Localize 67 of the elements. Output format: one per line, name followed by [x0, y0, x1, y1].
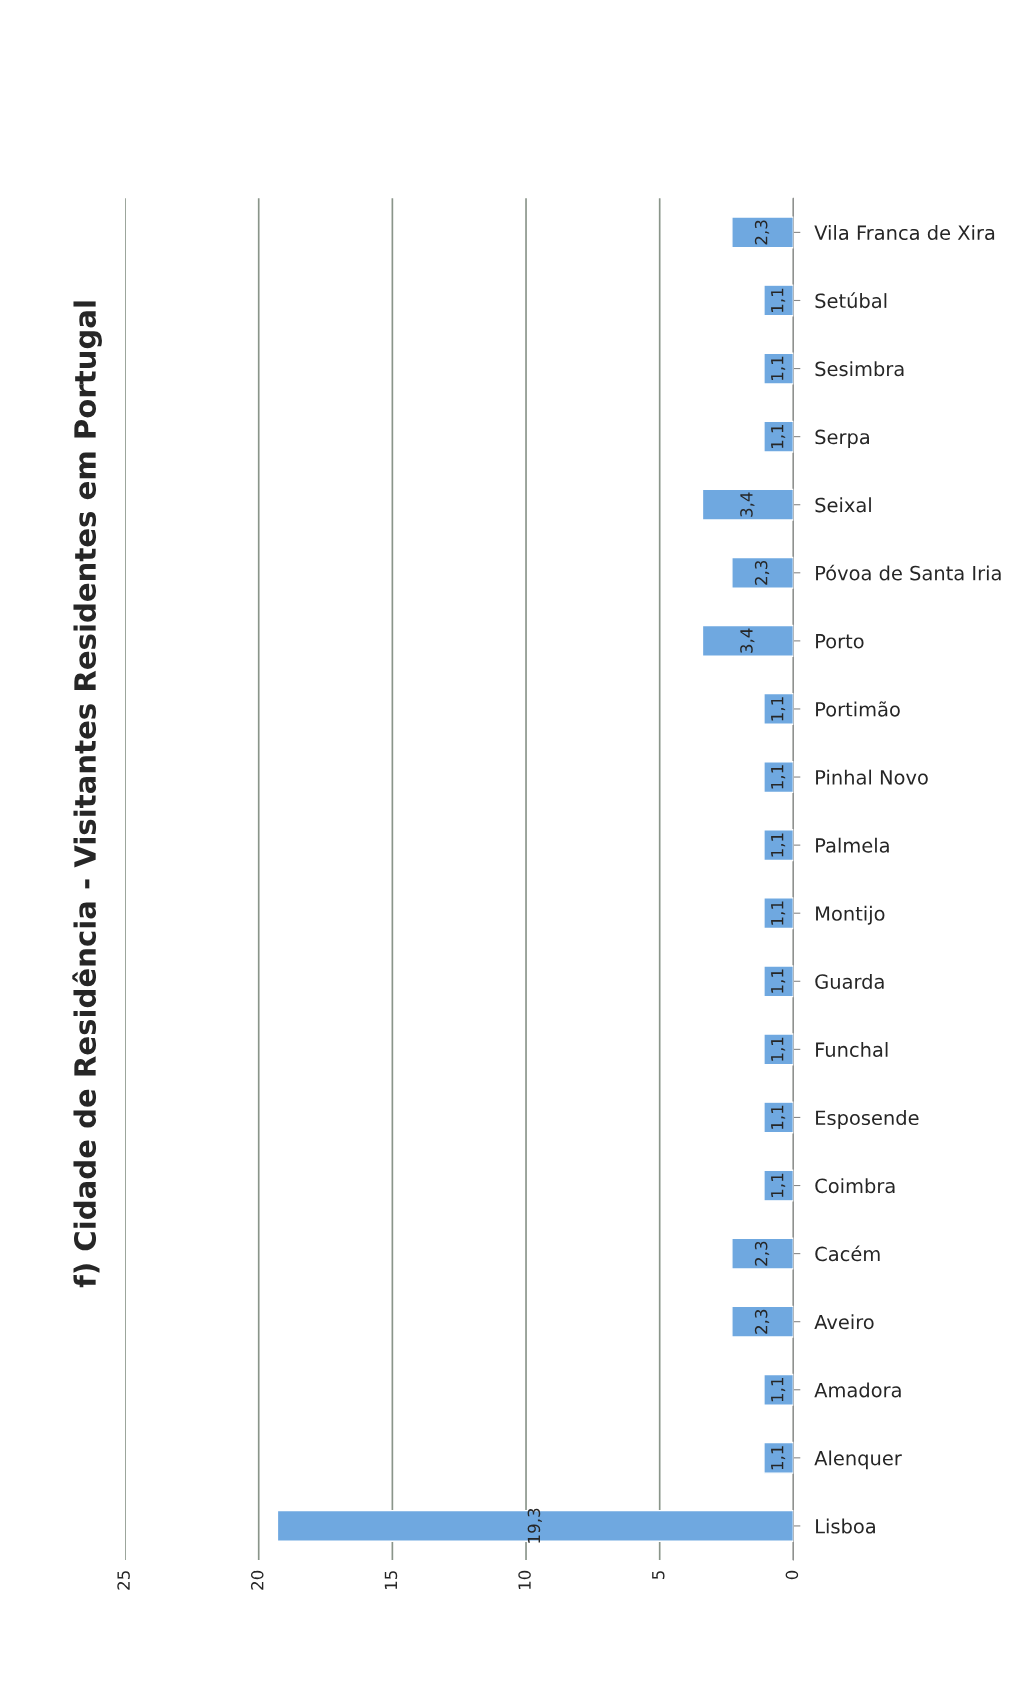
- y-tick-label: Sesimbra: [815, 361, 904, 377]
- data-label: 1,1: [771, 833, 786, 857]
- data-label: 1,1: [771, 901, 786, 925]
- bar: [731, 556, 794, 589]
- bar: [276, 1509, 794, 1542]
- x-tick-label: 0: [785, 1570, 799, 1580]
- y-tick-label: Vila Franca de Xira: [814, 225, 995, 241]
- bar: [763, 1373, 794, 1406]
- bar: [701, 624, 794, 657]
- bar: [763, 965, 794, 998]
- x-tick-label: 10: [518, 1570, 531, 1590]
- bar: [763, 829, 794, 862]
- y-tick-label: Porto: [816, 634, 864, 649]
- data-label: 2,3: [754, 220, 770, 245]
- y-tick-label: Serpa: [815, 429, 869, 449]
- bar: [763, 692, 794, 725]
- bar: [763, 897, 794, 930]
- y-tick-label: Palmela: [816, 837, 889, 853]
- bar: [763, 1169, 794, 1202]
- data-label: 1,1: [771, 424, 786, 449]
- data-label: 2,3: [754, 1309, 770, 1334]
- x-tick-label: 5: [652, 1571, 665, 1580]
- data-label: 2,3: [754, 560, 770, 585]
- y-tick-label: Esposende: [816, 1110, 919, 1129]
- x-tick-label: 15: [384, 1571, 398, 1590]
- bar: [763, 420, 794, 453]
- bar: [731, 216, 794, 249]
- data-label: 1,1: [771, 765, 786, 789]
- y-tick-label: Setúbal: [815, 292, 887, 309]
- y-tick-label: Guarda: [815, 973, 884, 989]
- y-tick-label: Aveiro: [814, 1314, 874, 1330]
- y-tick-label: Montijo: [816, 905, 885, 925]
- x-tick-label: 25: [117, 1571, 130, 1590]
- y-tick-label: Póvoa de Santa Iria: [816, 564, 1001, 581]
- data-label: 3,4: [740, 492, 755, 517]
- data-label: 1,1: [771, 1378, 786, 1402]
- bar: [763, 352, 794, 385]
- data-label: 1,1: [771, 1037, 786, 1061]
- data-label: 1,1: [771, 697, 786, 721]
- data-label: 1,1: [771, 1105, 786, 1129]
- bar: [731, 1305, 794, 1338]
- data-label: 1,1: [771, 288, 786, 312]
- bar: [701, 488, 794, 521]
- x-tick-label: 20: [250, 1570, 264, 1590]
- bar: [763, 1033, 794, 1066]
- y-tick-label: Coimbra: [815, 1178, 895, 1194]
- y-tick-label: Alenquer: [814, 1450, 902, 1470]
- text: f) Cidade de Residência - Visitantes Residentes em Portugal: [72, 301, 102, 1288]
- data-label: 3,4: [740, 628, 755, 653]
- bar: [731, 1237, 794, 1270]
- data-label: 1,1: [771, 356, 786, 380]
- bar: [763, 1101, 794, 1134]
- y-tick-label: Amadora: [814, 1382, 901, 1398]
- data-label: 2,3: [754, 1241, 770, 1266]
- y-tick-label: Cacém: [815, 1245, 880, 1262]
- y-tick-label: Funchal: [816, 1041, 888, 1058]
- y-tick-label: Lisboa: [816, 1518, 875, 1534]
- y-tick-label: Seixal: [815, 497, 871, 513]
- y-tick-label: Pinhal Novo: [816, 769, 928, 785]
- bar: [763, 284, 794, 317]
- data-label: 19,3: [527, 1508, 542, 1543]
- data-label: 1,1: [771, 1173, 786, 1197]
- data-label: 1,1: [771, 969, 786, 993]
- data-label: 1,1: [771, 1446, 786, 1470]
- bar: [763, 761, 794, 794]
- y-tick-label: Portimão: [816, 701, 900, 717]
- bar: [763, 1441, 794, 1474]
